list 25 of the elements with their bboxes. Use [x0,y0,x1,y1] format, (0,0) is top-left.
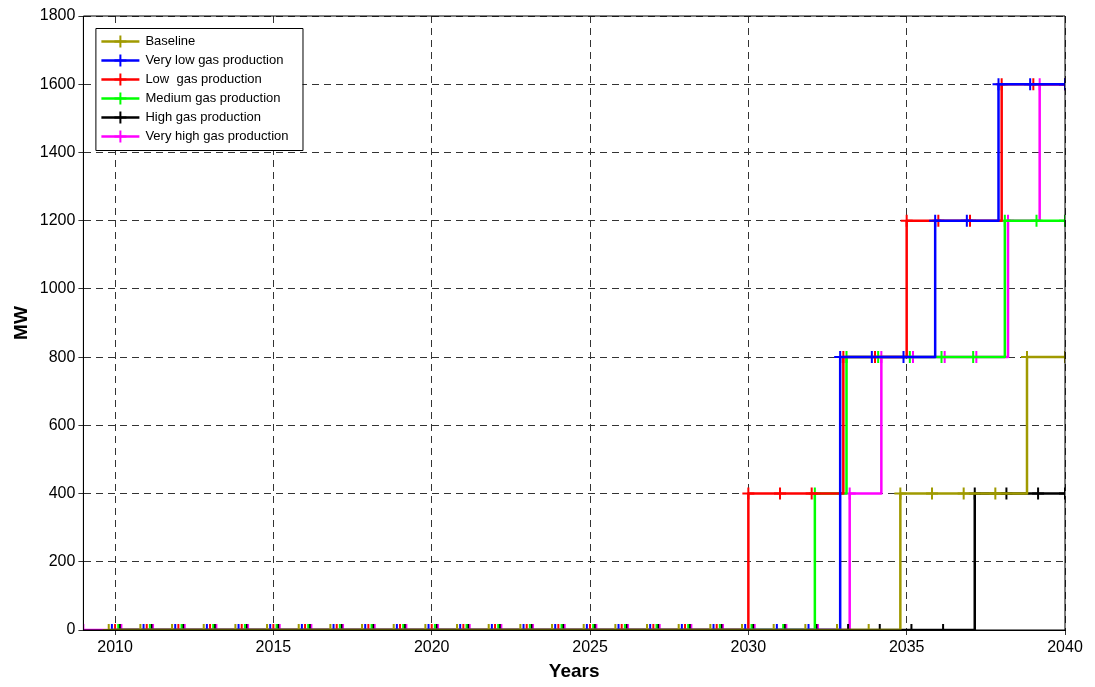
y-tick-label: 1400 [39,142,76,160]
x-tick-label: 2040 [1047,638,1083,656]
legend-label: High gas production [145,109,262,125]
y-tick-label: 600 [48,415,76,433]
y-tick-label: 1000 [39,279,76,297]
legend-label: Very low gas production [145,52,284,68]
y-tick-label: 1800 [39,6,76,24]
legend-label: Low gas production [145,71,262,87]
x-axis-title: Years [548,659,600,681]
y-tick-label: 400 [48,483,76,501]
x-tick-label: 2015 [255,638,292,656]
y-tick-label: 800 [48,347,76,365]
legend-label: Medium gas production [145,90,281,106]
y-axis-title: MW [9,306,31,340]
y-tick-label: 200 [48,552,76,570]
x-tick-label: 2010 [97,638,133,656]
legend-label: Very high gas production [145,128,289,144]
x-tick-label: 2030 [730,638,767,656]
x-tick-label: 2020 [413,638,450,656]
x-tick-label: 2025 [572,638,608,656]
y-tick-label: 1600 [39,74,76,92]
legend-label: Baseline [145,33,196,49]
y-tick-label: 0 [66,620,76,638]
y-tick-label: 1200 [39,211,76,229]
x-tick-label: 2035 [888,638,925,656]
